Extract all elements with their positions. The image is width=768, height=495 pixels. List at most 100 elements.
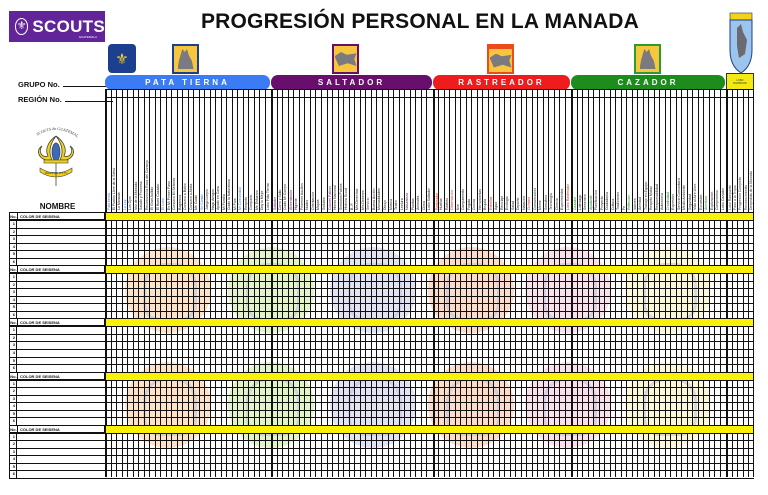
scout-name-cell[interactable]: [17, 417, 105, 425]
scout-name-cell[interactable]: [17, 395, 105, 403]
scout-name-cell[interactable]: [17, 341, 105, 349]
scout-name-cell[interactable]: [17, 250, 105, 258]
scout-name-cell[interactable]: [17, 433, 105, 441]
grid-row-line: [9, 273, 754, 275]
grid-column: Conozco a Akela: [187, 89, 194, 477]
grid-row-line: [105, 89, 754, 90]
grid-column: Historia Scout: [343, 89, 349, 477]
scout-row-number: 4: [9, 455, 17, 463]
scout-row-number: 6: [9, 364, 17, 372]
grid-row-line: [9, 242, 754, 244]
scout-name-cell[interactable]: [17, 410, 105, 418]
grid-column: Lobo Rampante: [726, 89, 732, 477]
seisena-color-label: COLOR DE SEISENA: [20, 267, 60, 273]
scout-name-cell[interactable]: [17, 448, 105, 456]
grid-column: Salud: [509, 89, 515, 477]
scout-name-cell[interactable]: [17, 380, 105, 388]
grid-column: Seguridad: [686, 89, 693, 477]
page-title: PROGRESIÓN PERSONAL EN LA MANADA: [200, 10, 640, 33]
seisena-header-row[interactable]: No. COLOR DE SEISENA: [9, 371, 105, 380]
region-field[interactable]: REGIÓN No.: [18, 95, 113, 104]
scout-row-number: 3: [9, 341, 17, 349]
scout-name-cell[interactable]: [17, 281, 105, 289]
grid-column: Mis Deberes: [359, 89, 366, 477]
grid-column: Trabajo en Equipo: [642, 89, 649, 477]
seisena-header-row[interactable]: No. COLOR DE SEISENA: [9, 424, 105, 433]
grid-column: Observación: [449, 89, 454, 477]
grupo-field[interactable]: GRUPO No.: [18, 80, 111, 89]
grupo-blank[interactable]: [62, 86, 111, 87]
grid-column: Reflexión: [626, 89, 632, 477]
seisena-header-row[interactable]: No. COLOR DE SEISENA: [9, 265, 105, 274]
grid-column: Pata tierna: [105, 89, 111, 477]
scouts-guatemala-emblem-icon: SCOUTS de GUATEMALA SIEMPRE LISTO: [28, 122, 80, 186]
scout-name-cell[interactable]: [17, 470, 105, 478]
scout-name-cell[interactable]: [17, 402, 105, 410]
scout-name-cell[interactable]: [17, 273, 105, 281]
seisena-color-bar: [106, 372, 753, 380]
grid-column: Saludo y Promesa: [138, 89, 144, 477]
grid-row-line: [9, 333, 754, 335]
scout-row-number: 3: [9, 447, 17, 456]
seisena-no-label: No.: [10, 372, 18, 380]
scout-row-number: 5: [9, 356, 17, 365]
rastreador-wolf-icon: [487, 44, 514, 74]
seisena-color-bar: [106, 213, 753, 220]
scout-name-cell[interactable]: [17, 296, 105, 304]
scout-row-number: 6: [9, 417, 17, 425]
grid-column: Seisenero: [582, 89, 588, 477]
grupo-label: GRUPO No.: [18, 80, 60, 89]
scout-name-cell[interactable]: [17, 303, 105, 311]
scout-row-number: 6: [9, 470, 17, 478]
scout-name-cell[interactable]: [17, 387, 105, 395]
grid-column: Bagheera: [176, 89, 183, 477]
seisena-no-label: No.: [10, 425, 18, 433]
seisena-color-bar: [106, 425, 753, 433]
scout-name-cell[interactable]: [17, 228, 105, 236]
grid-row-line: [9, 303, 754, 305]
scout-name-cell[interactable]: [17, 243, 105, 251]
scout-name-cell[interactable]: [17, 288, 105, 296]
grid-row-line: [9, 440, 754, 442]
scout-name-cell[interactable]: [17, 326, 105, 334]
grid-column: Me Cuido: [193, 89, 199, 477]
grid-column: Primeros Auxilios: [298, 89, 305, 477]
scout-name-cell[interactable]: [17, 235, 105, 243]
scout-name-cell[interactable]: [17, 364, 105, 372]
scout-row-number: 4: [9, 242, 17, 251]
seisena-header-row[interactable]: No. COLOR DE SEISENA: [9, 212, 105, 220]
grid-column: Rastreo: [443, 89, 449, 477]
scout-name-cell[interactable]: [17, 463, 105, 471]
svg-text:SCOUTS de GUATEMALA: SCOUTS de GUATEMALA: [28, 122, 80, 139]
grid-column: Natación: [520, 89, 526, 477]
scout-row-number: 6: [9, 257, 17, 266]
seisena-header-row[interactable]: No. COLOR DE SEISENA: [9, 318, 105, 327]
scout-name-cell[interactable]: [17, 220, 105, 228]
grid-column: Agua: [493, 89, 498, 477]
seisena-color-bar: [106, 266, 753, 274]
grid-column: Plantas: [409, 89, 416, 477]
scout-name-cell[interactable]: [17, 440, 105, 448]
grid-column: Amistad: [637, 89, 643, 477]
logo-text: SCOUTS: [32, 16, 105, 36]
grid-column: Despedida de la Manada: [748, 89, 754, 477]
scout-name-cell[interactable]: [17, 357, 105, 365]
scout-name-cell[interactable]: [17, 349, 105, 357]
scout-name-cell[interactable]: [17, 311, 105, 319]
grid-column: Conozco a Baloo: [182, 89, 188, 477]
grid-column: Cazador: [571, 89, 577, 477]
scout-name-cell[interactable]: [17, 334, 105, 342]
seisena-color-label: COLOR DE SEISENA: [20, 214, 60, 219]
grid-column: Higiene: [293, 89, 299, 477]
seisena-color-label: COLOR DE SEISENA: [20, 426, 60, 432]
nombre-header: NOMBRE: [39, 202, 76, 211]
scout-name-cell[interactable]: [17, 258, 105, 266]
grid-column: Teatro: [393, 89, 399, 477]
grid-column: Cultura: [609, 89, 616, 477]
grid-column: Lobo Saltador: [426, 89, 432, 477]
scout-name-cell[interactable]: [17, 455, 105, 463]
grid-column: Conozco Mi Seisena: [171, 89, 177, 477]
region-blank[interactable]: [64, 101, 113, 102]
grid-column: Reciclaje: [498, 89, 504, 477]
grid-column: Sé Cantar: [198, 89, 205, 477]
